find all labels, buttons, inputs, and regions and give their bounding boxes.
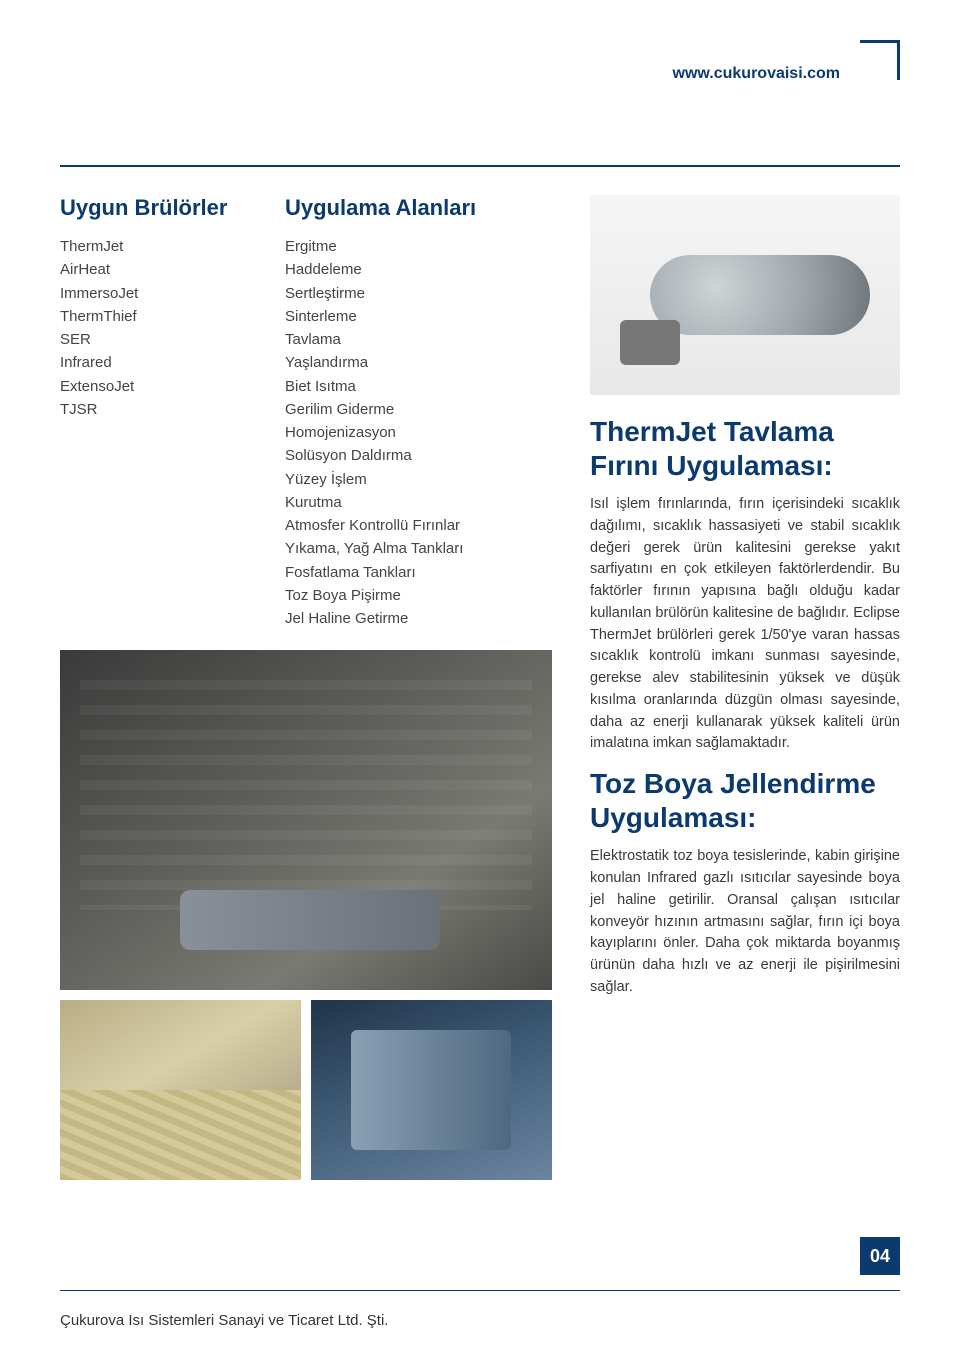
bottom-rule bbox=[60, 1290, 900, 1292]
list-item: Yıkama, Yağ Alma Tankları bbox=[285, 537, 570, 560]
product-image bbox=[590, 195, 900, 395]
small-photo-left bbox=[60, 1000, 301, 1180]
burners-title: Uygun Brülörler bbox=[60, 195, 265, 221]
small-photo-right bbox=[311, 1000, 552, 1180]
list-item: Kurutma bbox=[285, 491, 570, 514]
list-item: Ergitme bbox=[285, 235, 570, 258]
photo-grid bbox=[60, 650, 552, 1180]
list-item: Homojenizasyon bbox=[285, 421, 570, 444]
list-item: ImmersoJet bbox=[60, 282, 265, 305]
list-item: Infrared bbox=[60, 351, 265, 374]
large-plant-photo bbox=[60, 650, 552, 990]
list-item: TJSR bbox=[60, 398, 265, 421]
list-item: Biet Isıtma bbox=[285, 375, 570, 398]
list-item: Fosfatlama Tankları bbox=[285, 561, 570, 584]
right-column: ThermJet Tavlama Fırını Uygulaması: Isıl… bbox=[590, 195, 900, 1011]
list-item: ThermThief bbox=[60, 305, 265, 328]
page-number-badge: 04 bbox=[860, 1237, 900, 1275]
list-item: ExtensoJet bbox=[60, 375, 265, 398]
small-photo-row bbox=[60, 1000, 552, 1180]
header-url: www.cukurovaisi.com bbox=[673, 65, 840, 83]
corner-mark bbox=[860, 40, 900, 80]
footer-company: Çukurova Isı Sistemleri Sanayi ve Ticare… bbox=[60, 1312, 388, 1329]
applications-title: Uygulama Alanları bbox=[285, 195, 570, 221]
list-item: Atmosfer Kontrollü Fırınlar bbox=[285, 514, 570, 537]
list-item: Solüsyon Daldırma bbox=[285, 444, 570, 467]
list-item: Sertleştirme bbox=[285, 282, 570, 305]
applications-list: Ergitme Haddeleme Sertleştirme Sinterlem… bbox=[285, 235, 570, 630]
list-item: SER bbox=[60, 328, 265, 351]
top-rule bbox=[60, 165, 900, 167]
section2-title: Toz Boya Jellendirme Uygulaması: bbox=[590, 767, 900, 834]
list-item: Gerilim Giderme bbox=[285, 398, 570, 421]
burners-list: ThermJet AirHeat ImmersoJet ThermThief S… bbox=[60, 235, 265, 421]
list-item: Jel Haline Getirme bbox=[285, 607, 570, 630]
section1-title: ThermJet Tavlama Fırını Uygulaması: bbox=[590, 415, 900, 482]
list-item: Tavlama bbox=[285, 328, 570, 351]
list-item: Yüzey İşlem bbox=[285, 468, 570, 491]
section1-body: Isıl işlem fırınlarında, fırın içerisind… bbox=[590, 494, 900, 755]
section2-body: Elektrostatik toz boya tesislerinde, kab… bbox=[590, 846, 900, 998]
list-item: Yaşlandırma bbox=[285, 351, 570, 374]
list-item: AirHeat bbox=[60, 258, 265, 281]
list-item: ThermJet bbox=[60, 235, 265, 258]
list-item: Toz Boya Pişirme bbox=[285, 584, 570, 607]
list-item: Sinterleme bbox=[285, 305, 570, 328]
list-item: Haddeleme bbox=[285, 258, 570, 281]
